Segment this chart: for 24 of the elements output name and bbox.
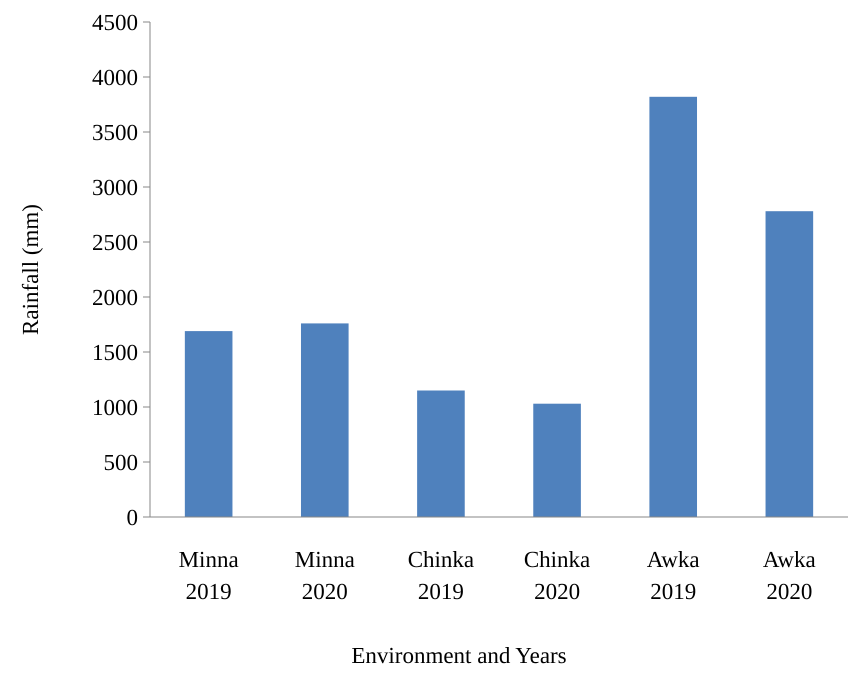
bar bbox=[533, 404, 581, 517]
y-tick-label: 500 bbox=[104, 450, 138, 476]
y-tick-label: 1000 bbox=[92, 395, 138, 420]
y-axis-title: Rainfall (mm) bbox=[18, 204, 43, 335]
x-tick-label: Awka 2019 bbox=[646, 547, 700, 604]
x-tick-label: Chinka 2020 bbox=[524, 547, 590, 604]
bar bbox=[766, 211, 814, 517]
x-tick-label: Awka 2020 bbox=[762, 547, 816, 604]
y-tick-label: 0 bbox=[126, 505, 138, 530]
bar bbox=[184, 331, 232, 517]
x-tick-label: Minna 2020 bbox=[294, 547, 355, 604]
bar bbox=[417, 390, 465, 517]
y-tick-label: 1500 bbox=[92, 340, 138, 366]
y-tick-label: 3500 bbox=[92, 120, 138, 146]
y-tick-label: 4500 bbox=[92, 10, 138, 36]
y-tick-label: 4000 bbox=[92, 65, 138, 90]
y-tick-label: 3000 bbox=[92, 175, 138, 200]
bar bbox=[649, 96, 698, 517]
x-axis-title: Environment and Years bbox=[351, 643, 567, 668]
y-tick-label: 2500 bbox=[92, 230, 138, 256]
bar bbox=[300, 323, 349, 517]
y-tick-label: 2000 bbox=[92, 285, 138, 310]
x-tick-label: Minna 2019 bbox=[178, 547, 239, 604]
x-tick-label: Chinka 2019 bbox=[408, 547, 474, 604]
